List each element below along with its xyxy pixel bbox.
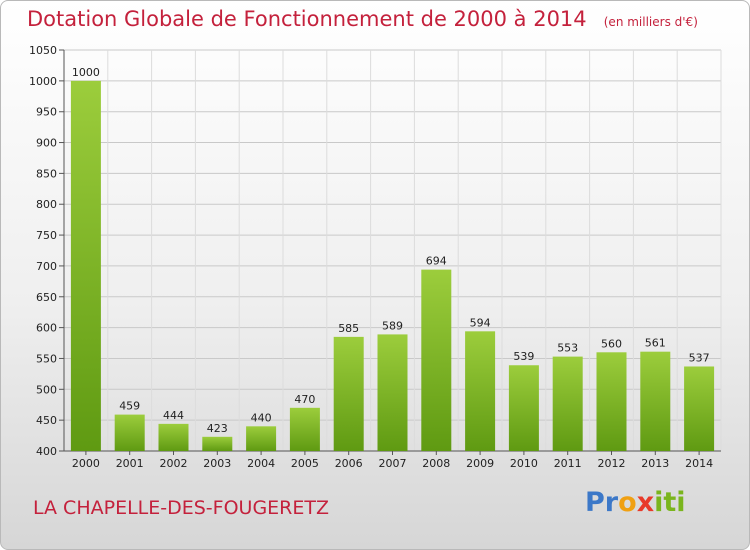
y-tick-label: 400 (36, 445, 57, 458)
bar (640, 351, 671, 451)
y-tick-label: 800 (36, 198, 57, 211)
chart-title: Dotation Globale de Fonctionnement de 20… (27, 7, 587, 31)
bar-value-label: 589 (382, 319, 403, 332)
logo-letter: i (676, 487, 686, 518)
y-tick-label: 750 (36, 229, 57, 242)
bar (246, 426, 277, 451)
x-tick-label: 2007 (379, 457, 407, 470)
y-tick-label: 600 (36, 322, 57, 335)
bar (377, 334, 408, 451)
x-tick-label: 2002 (160, 457, 188, 470)
x-tick-label: 2009 (466, 457, 494, 470)
place-name: LA CHAPELLE-DES-FOUGERETZ (33, 497, 330, 519)
logo-letter: P (585, 487, 605, 518)
x-tick-label: 2000 (72, 457, 100, 470)
bar-value-label: 585 (338, 322, 359, 335)
y-tick-label: 500 (36, 383, 57, 396)
x-tick-label: 2010 (510, 457, 538, 470)
y-tick-label: 550 (36, 352, 57, 365)
y-tick-label: 700 (36, 260, 57, 273)
bar (70, 80, 101, 451)
bar-value-label: 470 (294, 393, 315, 406)
bar (158, 423, 189, 451)
y-tick-label: 650 (36, 291, 57, 304)
y-tick-label: 1000 (29, 75, 57, 88)
x-tick-label: 2003 (203, 457, 231, 470)
bar-value-label: 553 (557, 342, 578, 355)
y-tick-label: 950 (36, 106, 57, 119)
proxiti-logo: Proxiti (585, 487, 686, 518)
bar (202, 436, 233, 451)
y-tick-label: 1050 (29, 44, 57, 57)
x-tick-label: 2001 (116, 457, 144, 470)
bar-value-label: 1000 (72, 66, 100, 79)
y-tick-label: 900 (36, 137, 57, 150)
bar-value-label: 694 (426, 255, 447, 268)
x-tick-label: 2005 (291, 457, 319, 470)
logo-letter: o (618, 487, 637, 518)
bars (70, 80, 715, 451)
bar-value-label: 444 (163, 409, 184, 422)
x-tick-label: 2014 (685, 457, 713, 470)
bar (552, 356, 583, 451)
logo-letter: r (604, 487, 619, 518)
bar-value-label: 537 (689, 351, 710, 364)
x-tick-label: 2006 (335, 457, 363, 470)
bar (333, 336, 364, 451)
labels: 400 450 500 550 600 650 700 750 800 850 900 950 1000… (29, 44, 713, 470)
bar (508, 365, 539, 451)
bar (289, 407, 320, 451)
bar (596, 352, 627, 451)
bar-value-label: 561 (645, 337, 666, 350)
x-tick-label: 2011 (554, 457, 582, 470)
x-tick-label: 2013 (641, 457, 669, 470)
bar (421, 269, 452, 451)
bar-value-label: 459 (119, 400, 140, 413)
y-tick-label: 850 (36, 167, 57, 180)
logo-letter: x (636, 487, 655, 518)
x-tick-label: 2004 (247, 457, 275, 470)
x-tick-label: 2012 (598, 457, 626, 470)
logo-letter: i (654, 487, 664, 518)
bar (684, 366, 715, 451)
bar-value-label: 560 (601, 337, 622, 350)
bar-value-label: 440 (251, 411, 272, 424)
logo-letter: t (663, 487, 677, 518)
chart-title-row: Dotation Globale de Fonctionnement de 20… (27, 7, 698, 31)
chart-subtitle: (en milliers d'€) (603, 15, 698, 29)
bar (465, 331, 496, 451)
bar-value-label: 594 (470, 316, 491, 329)
bar-value-label: 539 (513, 350, 534, 363)
bar-value-label: 423 (207, 422, 228, 435)
x-tick-label: 2008 (422, 457, 450, 470)
bar (114, 414, 145, 451)
y-tick-label: 450 (36, 414, 57, 427)
